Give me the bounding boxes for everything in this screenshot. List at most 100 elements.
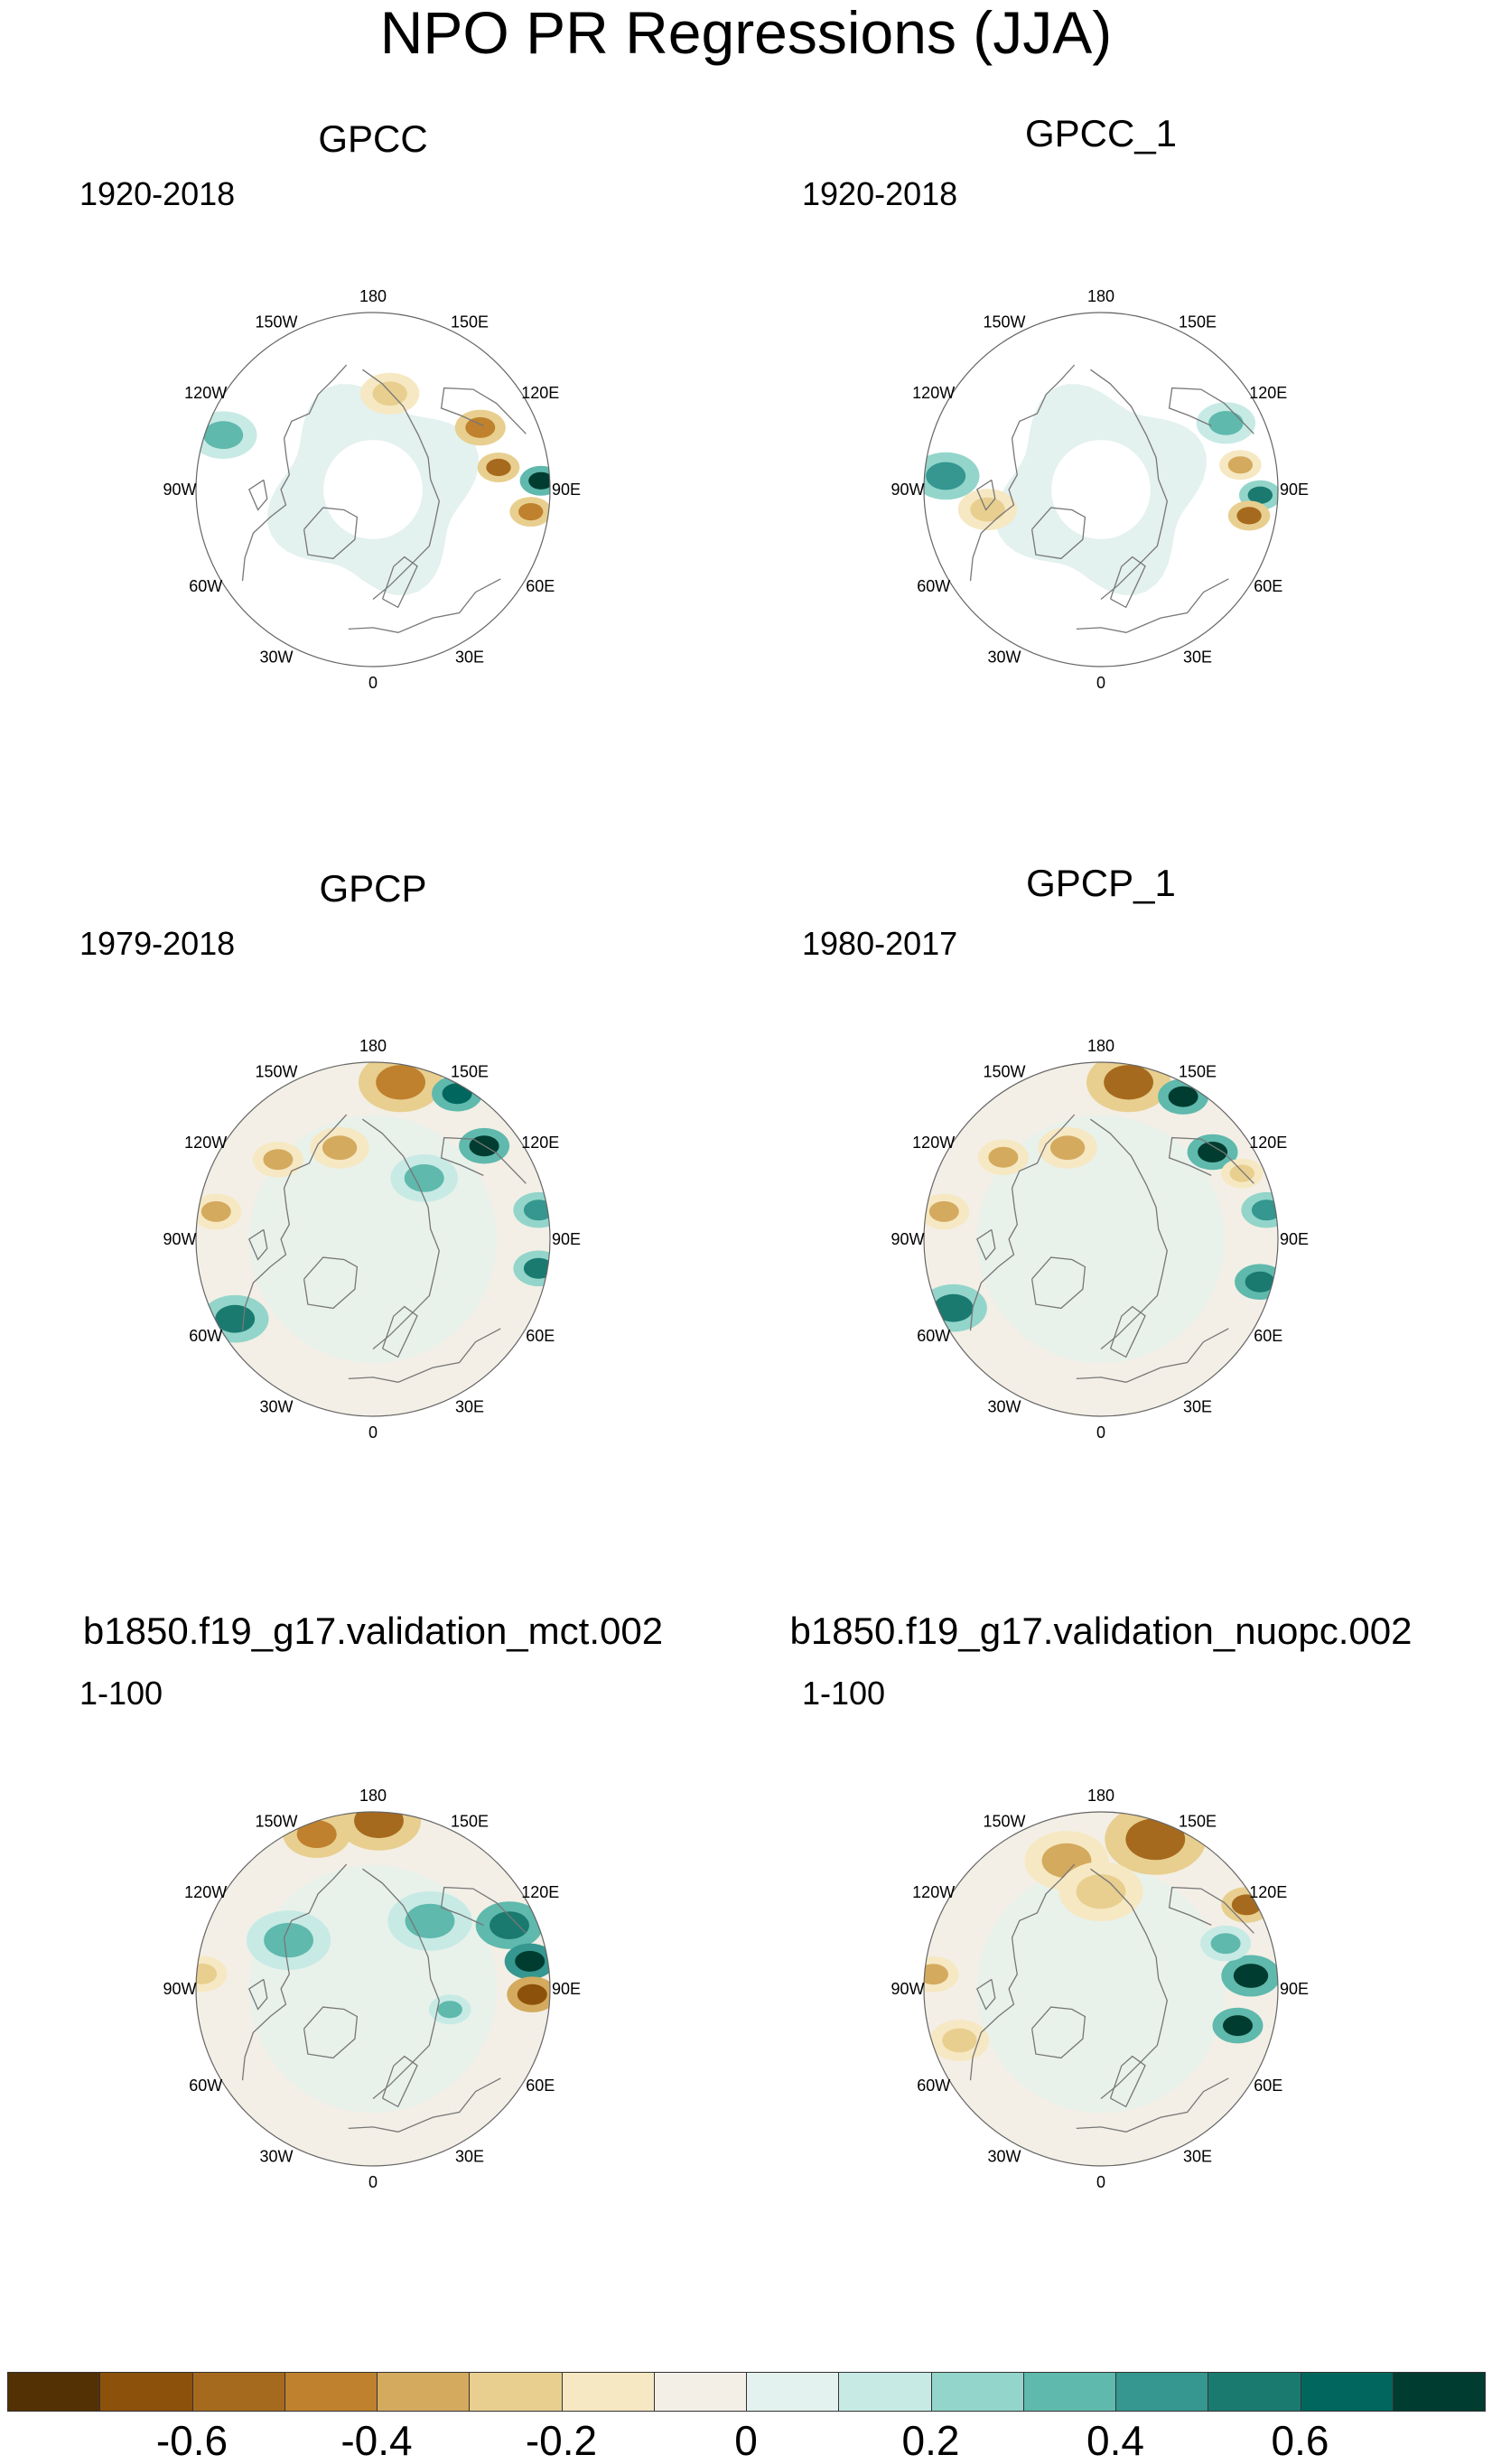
coastline [1090, 369, 1168, 601]
anomaly-core [1227, 456, 1254, 474]
longitude-label: 150W [983, 1813, 1025, 1831]
field-ring [976, 1864, 1226, 2114]
polar-map: 180 150E 120E 90E 60E 30E 0 30W 60W 90W 120W 150W [891, 1787, 1309, 2191]
coastline [1076, 578, 1229, 633]
colorbar-swatch [561, 2372, 655, 2412]
coastline [969, 364, 1076, 582]
coastline [440, 387, 527, 434]
colorbar-tick-label: -0.2 [525, 2417, 598, 2464]
longitude-label: 90E [1280, 1980, 1309, 1998]
longitude-label: 30E [1183, 1397, 1212, 1415]
map-field [196, 1062, 550, 1416]
coastline [303, 2006, 359, 2059]
longitude-label: 30E [455, 648, 484, 666]
coastline [1109, 555, 1146, 609]
coastline [303, 1256, 359, 1310]
colorbar-swatch [1115, 2372, 1209, 2412]
colorbar-tick-label: 0 [734, 2417, 758, 2464]
longitude-label: 30E [1183, 2147, 1212, 2165]
longitude-label: 180 [359, 1787, 387, 1805]
longitude-label: 120E [521, 384, 559, 402]
coastline [1168, 387, 1254, 434]
coastline [247, 479, 268, 511]
polar-map: 180 150E 120E 90E 60E 30E 0 30W 60W 90W 120W 150W [163, 1787, 581, 2191]
longitude-label: 60E [1254, 2077, 1282, 2095]
anomaly-core [1198, 1142, 1228, 1162]
longitude-label: 0 [368, 674, 378, 692]
panel-period: 1-100 [79, 1675, 163, 1712]
anomaly-core [523, 1199, 550, 1221]
longitude-label: 30W [987, 2147, 1021, 2165]
anomaly-core [490, 1911, 529, 1939]
panel-title: GPCP [319, 867, 427, 910]
longitude-label: 180 [1087, 1787, 1114, 1805]
colorbar-swatch [1022, 2372, 1117, 2412]
anomaly-core [200, 1200, 231, 1222]
longitude-label: 180 [359, 1037, 387, 1055]
longitude-label: 180 [359, 287, 387, 305]
longitude-label: 30E [1183, 648, 1212, 666]
anomaly-core [1208, 411, 1244, 435]
panel-period: 1920-2018 [79, 175, 236, 212]
map-field [924, 1062, 1278, 1416]
anomaly-core [515, 1950, 546, 1972]
map-field [924, 313, 1278, 667]
anomaly-core [1236, 507, 1262, 525]
longitude-label: 120E [521, 1883, 559, 1901]
polar-map: 180 150E 120E 90E 60E 30E 0 30W 60W 90W 120W 150W [891, 1037, 1309, 1442]
map-panel-gpcc-1: GPCC_1 1920-2018 180 150E 120E 90E 60E 30E 0 30… [728, 90, 1474, 840]
longitude-label: 60E [1254, 577, 1282, 595]
map-field [196, 1812, 550, 2166]
colorbar: -0.6 -0.4 -0.2 0 0.2 0.4 0.6 [7, 2372, 1487, 2464]
panel-title: GPCC [318, 117, 428, 160]
longitude-label: 90E [552, 1980, 581, 1998]
map-boundary [923, 1811, 1279, 2167]
anomaly-core [196, 1963, 218, 1984]
anomaly-core [203, 421, 244, 450]
coastline [1109, 2055, 1146, 2108]
map-panel-nuopc: b1850.f19_g17.validation_nuopc.002 1-100… [728, 1590, 1474, 2339]
longitude-label: 30W [259, 2147, 293, 2165]
coastline [247, 1978, 268, 2011]
map-panel-gpcp: GPCP 1979-2018 180 150E 120E 90E 60E 30E 0 30W 6… [0, 840, 746, 1590]
longitude-label: 90W [891, 1230, 924, 1248]
anomaly-core [1076, 1874, 1126, 1909]
longitude-label: 90E [552, 1230, 581, 1248]
longitude-label: 30W [987, 648, 1021, 666]
longitude-label: 0 [1096, 674, 1105, 692]
longitude-label: 150E [451, 1063, 489, 1081]
colorbar-swatch [838, 2372, 932, 2412]
coastline [381, 2055, 418, 2108]
colorbar-tick-label: -0.4 [340, 2417, 413, 2464]
colorbar-swatch [99, 2372, 193, 2412]
longitude-label: 90W [163, 1980, 196, 1998]
anomaly-core [1247, 486, 1273, 504]
anomaly-core [942, 2028, 977, 2053]
anomaly-core [264, 1922, 313, 1958]
coastline [1168, 1886, 1254, 1934]
longitude-label: 30W [259, 1397, 293, 1415]
colorbar-swatch [1392, 2372, 1487, 2412]
anomaly-core [376, 1065, 425, 1100]
panel-title: GPCC_1 [1024, 112, 1178, 154]
anomaly-core [518, 503, 544, 521]
longitude-label: 120E [1249, 1883, 1287, 1901]
longitude-label: 60E [1254, 1327, 1282, 1345]
figure-title: NPO PR Regressions (JJA) [379, 0, 1113, 66]
longitude-label: 60E [526, 1327, 555, 1345]
anomaly-core [354, 1812, 404, 1839]
longitude-label: 90E [1280, 1230, 1309, 1248]
anomaly-core [928, 1200, 959, 1222]
colorbar-swatch [1300, 2372, 1394, 2412]
colorbar-swatch [191, 2372, 285, 2412]
anomaly-core [988, 1146, 1019, 1168]
map-field [924, 1812, 1278, 2166]
longitude-label: 90E [552, 481, 581, 499]
panel-title: GPCP_1 [1026, 862, 1176, 904]
longitude-label: 30E [455, 1397, 484, 1415]
longitude-label: 60E [526, 577, 555, 595]
polar-map: 180 150E 120E 90E 60E 30E 0 30W 60W 90W 120W 150W [891, 287, 1309, 692]
colorbar-tick-label: -0.6 [155, 2417, 228, 2464]
coastline [381, 1305, 418, 1358]
anomaly-core [296, 1820, 337, 1849]
